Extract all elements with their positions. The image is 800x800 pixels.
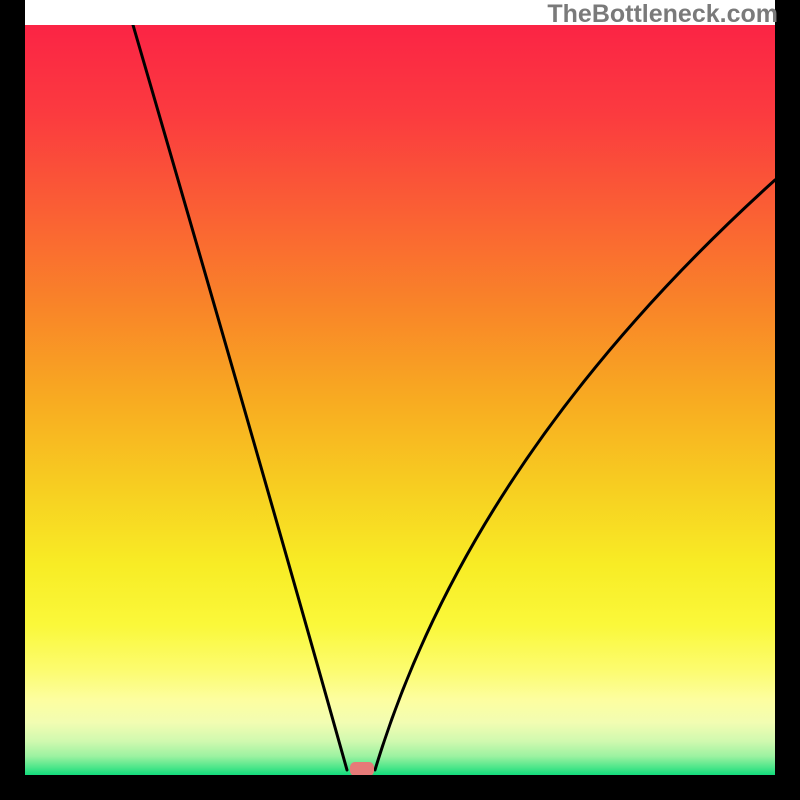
optimum-marker [350, 762, 374, 775]
plot-area [25, 25, 775, 775]
watermark: TheBottleneck.com [547, 0, 778, 29]
bottleneck-curve [25, 25, 775, 775]
